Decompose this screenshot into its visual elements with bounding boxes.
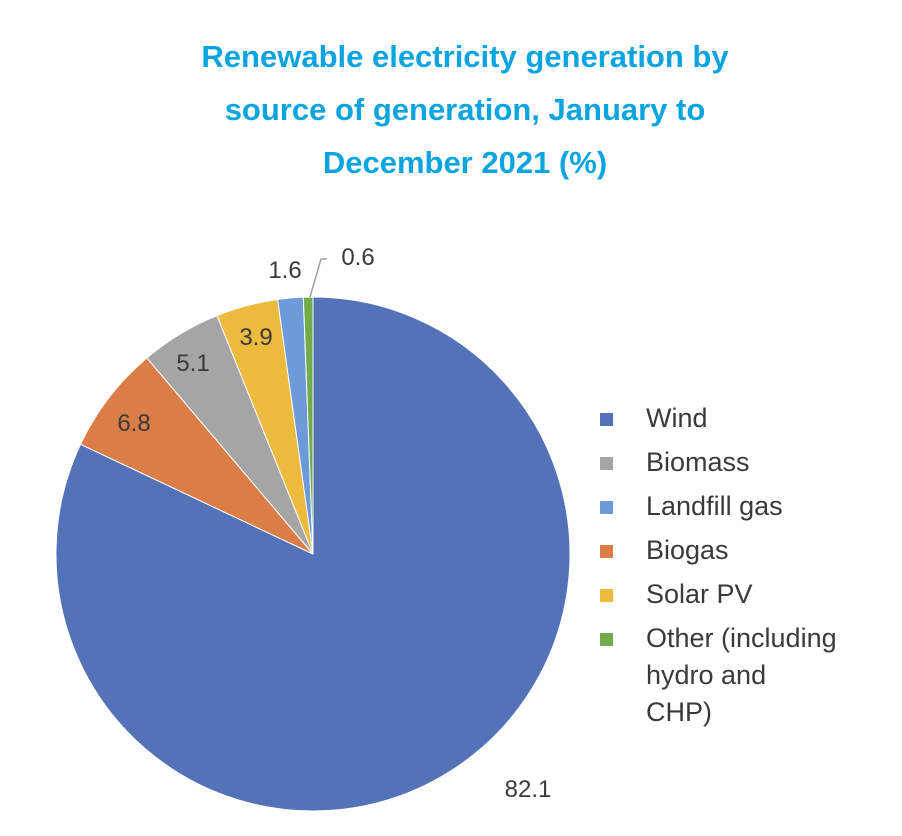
chart-title-line-1: Renewable electricity generation by (201, 39, 729, 74)
legend-label-line: hydro and (646, 660, 767, 690)
data-label-biogas: 6.8 (117, 410, 150, 437)
legend-item: Solar PV (600, 576, 890, 613)
legend-swatch (600, 413, 613, 426)
data-label-other-including-hydro-and-chp: 0.6 (341, 244, 374, 271)
chart-title-line-2: source of generation, January to (224, 92, 706, 127)
legend-label: Biomass (646, 444, 750, 481)
legend-label-line: Wind (646, 403, 708, 433)
chart-title-line-3: December 2021 (%) (322, 145, 608, 180)
data-label-wind: 82.1 (505, 776, 552, 803)
legend-item: Biomass (600, 444, 890, 481)
legend-label-line: Other (including (646, 623, 837, 653)
chart-title: Renewable electricity generation by sour… (0, 30, 902, 189)
legend-item: Landfill gas (600, 488, 890, 525)
legend-swatch (600, 545, 613, 558)
legend-label: Solar PV (646, 576, 753, 613)
legend-swatch (600, 633, 613, 646)
legend-label: Biogas (646, 532, 729, 569)
pie-slice-other-including-hydro-and-chp (302, 296, 314, 555)
legend-label-line: CHP) (646, 697, 712, 727)
legend-label-line: Landfill gas (646, 491, 783, 521)
legend-label: Landfill gas (646, 488, 783, 525)
legend-item: Biogas (600, 532, 890, 569)
data-label-landfill-gas: 1.6 (268, 257, 301, 284)
legend-swatch (600, 457, 613, 470)
legend-label-line: Biomass (646, 447, 750, 477)
data-label-solar-pv: 3.9 (239, 324, 272, 351)
legend-label: Wind (646, 400, 708, 437)
legend-label-line: Solar PV (646, 579, 753, 609)
leader-line-other (309, 258, 327, 298)
data-label-biomass: 5.1 (176, 350, 209, 377)
legend-item: Wind (600, 400, 890, 437)
legend-item: Other (including hydro and CHP) (600, 620, 890, 731)
legend-label-line: Biogas (646, 535, 729, 565)
chart-legend: Wind Biomass Landfill gas Biogas Solar PV Oth… (600, 400, 890, 738)
pie-slice-biogas (79, 357, 314, 555)
legend-label: Other (including hydro and CHP) (646, 620, 837, 731)
legend-swatch (600, 589, 613, 602)
legend-swatch (600, 501, 613, 514)
